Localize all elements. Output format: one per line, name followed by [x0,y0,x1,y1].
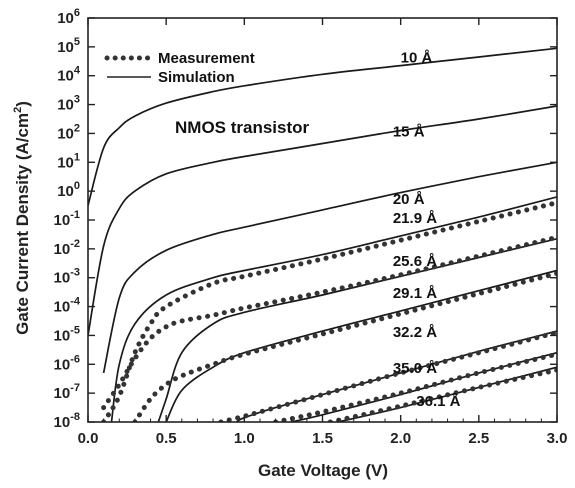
y-tick-exp: -2 [70,238,80,250]
curve-label-350: 35.0 Å [393,360,437,377]
curve-label-291: 29.1 Å [393,285,437,302]
y-tick-base: 10 [57,154,74,171]
y-tick-label: 100 [57,180,80,200]
measurement-curve-350 [273,351,557,422]
y-axis-title-main: Gate Current Density (A/cm [13,113,32,335]
y-tick-base: 10 [54,299,71,316]
y-tick-exp: 2 [74,122,80,134]
y-tick-base: 10 [54,385,71,402]
legend-measurement-label: Measurement [158,50,255,67]
y-tick-exp: -7 [70,382,80,394]
legend: Measurement Simulation [104,50,255,86]
y-tick-exp: -3 [70,267,80,279]
y-tick-label: 10-2 [54,238,80,258]
curve-label-256: 25.6 Å [393,253,437,270]
y-tick-base: 10 [57,10,74,27]
y-tick-label: 10-4 [54,296,81,316]
y-tick-exp: 1 [74,151,80,163]
x-tick-label: 3.0 [547,430,568,447]
series-layer [88,47,557,422]
curve-label-361: 36.1 Å [416,393,460,410]
y-tick-label: 10-7 [54,382,80,402]
y-tick-exp: 3 [74,94,80,106]
y-tick-exp: 0 [74,180,80,192]
x-tick-label: 1.0 [234,430,255,447]
simulation-curve-10 [88,47,557,206]
axes: 0.0 0.5 1.0 1.5 2.0 2.5 3.01061051041031021011… [54,7,568,447]
y-tick-base: 10 [54,356,71,373]
y-tick-exp: 4 [74,65,81,77]
simulation-curve-219 [110,196,557,422]
y-tick-label: 104 [57,65,81,85]
measurement-curve-256 [101,234,557,411]
y-tick-base: 10 [54,241,71,258]
x-axis-title: Gate Voltage (V) [258,461,388,480]
simulation-curve-256 [157,237,557,422]
measurement-curve-219 [101,200,557,422]
y-tick-label: 10-6 [54,353,80,373]
y-tick-base: 10 [54,270,71,287]
x-tick-label: 0.5 [156,430,177,447]
y-tick-base: 10 [57,39,74,56]
y-tick-label: 105 [57,36,80,56]
y-tick-label: 10-5 [54,324,80,344]
y-tick-base: 10 [57,125,74,142]
y-tick-exp: -8 [70,411,80,423]
y-tick-base: 10 [54,414,71,431]
y-tick-exp: -4 [70,296,81,308]
x-tick-label: 0.0 [78,430,99,447]
measurement-curve-291 [132,270,557,422]
curve-label-322: 32.2 Å [393,324,437,341]
y-tick-label: 102 [57,122,80,142]
curve-label-219: 21.9 Å [393,210,437,227]
y-axis-title-end: ) [13,101,32,107]
y-tick-exp: 5 [74,36,80,48]
y-tick-label: 10-8 [54,411,80,431]
legend-simulation-label: Simulation [158,69,235,86]
curve-label-15: 15 Å [393,123,425,140]
simulation-curve-20 [102,161,557,374]
curve-labels: 10 Å 15 Å 20 Å 21.9 Å 25.6 Å 29.1 Å 32.2 Å 35.0… [393,50,461,410]
y-tick-label: 10-1 [54,209,80,229]
curve-label-20: 20 Å [393,191,425,208]
y-tick-base: 10 [54,327,71,344]
y-tick-exp: -5 [70,324,80,336]
y-axis-title: Gate Current Density (A/cm2) [12,101,32,335]
x-tick-label: 1.5 [312,430,333,447]
annotation-nmos: NMOS transistor [175,118,310,137]
y-tick-label: 101 [57,151,80,171]
y-tick-label: 106 [57,7,80,27]
y-tick-base: 10 [54,212,71,229]
y-tick-label: 10-3 [54,267,80,287]
y-axis-title-sup: 2 [12,107,24,113]
x-tick-label: 2.0 [390,430,411,447]
simulation-curve-15 [88,105,557,336]
x-tick-label: 2.5 [468,430,489,447]
y-tick-base: 10 [57,183,74,200]
y-tick-exp: 6 [74,7,80,19]
measurement-curve-361 [327,367,557,422]
y-tick-exp: -1 [70,209,80,221]
curve-label-10: 10 Å [401,50,433,67]
y-tick-exp: -6 [70,353,80,365]
simulation-curve-291 [165,269,557,422]
y-tick-base: 10 [57,68,74,85]
y-tick-base: 10 [57,97,74,114]
y-tick-label: 103 [57,94,80,114]
